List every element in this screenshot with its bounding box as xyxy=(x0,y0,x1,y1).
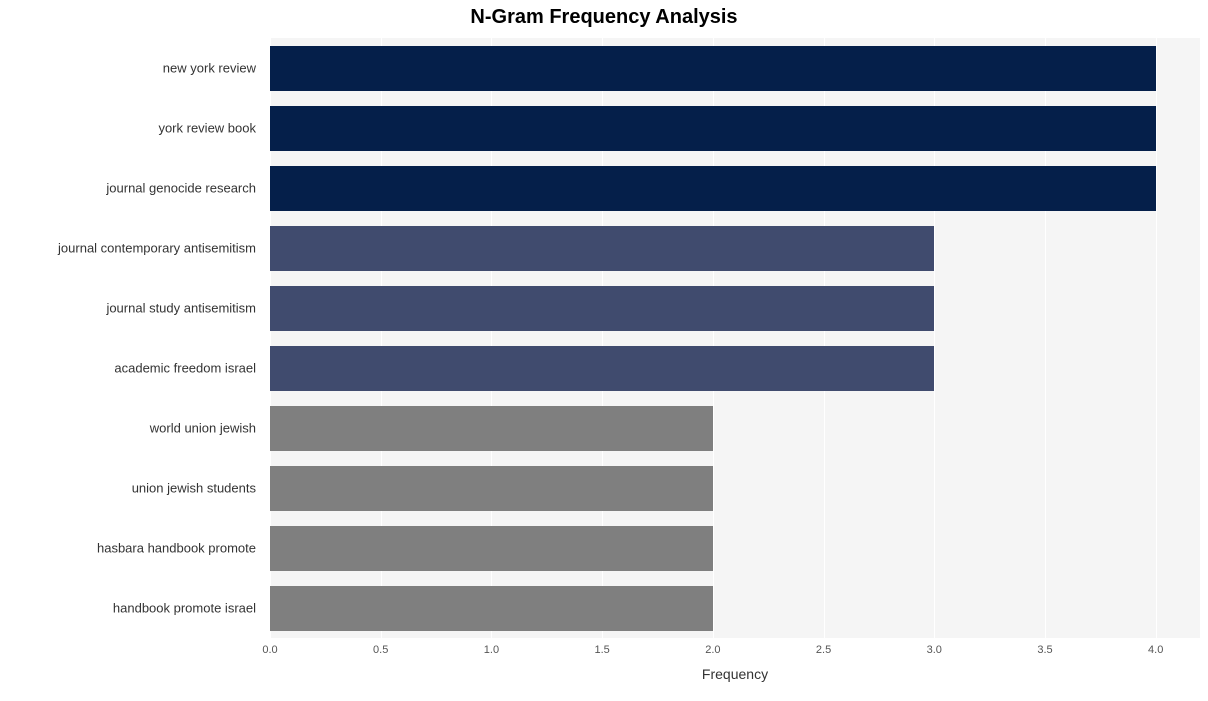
x-tick-label: 3.0 xyxy=(927,644,942,656)
x-tick-label: 4.0 xyxy=(1148,644,1163,656)
bar xyxy=(270,466,713,511)
bar xyxy=(270,46,1156,91)
bar xyxy=(270,166,1156,211)
grid-line xyxy=(1156,38,1157,638)
y-tick-label: academic freedom israel xyxy=(114,361,256,376)
y-tick-label: world union jewish xyxy=(150,421,256,436)
bar xyxy=(270,226,934,271)
bar xyxy=(270,106,1156,151)
bar xyxy=(270,586,713,631)
bar xyxy=(270,526,713,571)
x-tick-label: 2.0 xyxy=(705,644,720,656)
x-tick-label: 0.0 xyxy=(262,644,277,656)
chart-title: N-Gram Frequency Analysis xyxy=(0,6,1208,29)
y-tick-label: york review book xyxy=(158,121,256,136)
x-tick-label: 1.0 xyxy=(484,644,499,656)
x-tick-label: 3.5 xyxy=(1037,644,1052,656)
ngram-frequency-chart: N-Gram Frequency Analysis 0.00.51.01.52.… xyxy=(0,0,1208,701)
bar xyxy=(270,346,934,391)
x-tick-label: 2.5 xyxy=(816,644,831,656)
bar xyxy=(270,286,934,331)
y-tick-label: journal study antisemitism xyxy=(106,301,256,316)
x-tick-label: 0.5 xyxy=(373,644,388,656)
plot-area: 0.00.51.01.52.02.53.03.54.0Frequencynew … xyxy=(270,38,1200,638)
y-tick-label: journal contemporary antisemitism xyxy=(58,241,256,256)
y-tick-label: journal genocide research xyxy=(106,181,256,196)
x-tick-label: 1.5 xyxy=(594,644,609,656)
x-axis-label: Frequency xyxy=(270,666,1200,682)
y-tick-label: hasbara handbook promote xyxy=(97,541,256,556)
bar xyxy=(270,406,713,451)
y-tick-label: union jewish students xyxy=(132,481,256,496)
y-tick-label: new york review xyxy=(163,61,256,76)
y-tick-label: handbook promote israel xyxy=(113,601,256,616)
